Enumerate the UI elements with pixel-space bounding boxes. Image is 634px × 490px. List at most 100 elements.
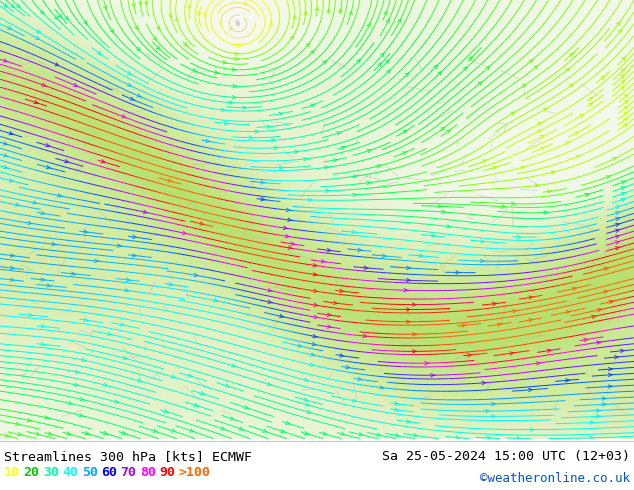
FancyArrowPatch shape <box>143 210 148 214</box>
FancyArrowPatch shape <box>316 7 319 11</box>
FancyArrowPatch shape <box>584 338 588 342</box>
FancyArrowPatch shape <box>326 189 330 193</box>
FancyArrowPatch shape <box>346 366 350 369</box>
FancyArrowPatch shape <box>624 95 628 98</box>
FancyArrowPatch shape <box>75 383 79 386</box>
FancyArrowPatch shape <box>321 260 326 263</box>
FancyArrowPatch shape <box>616 206 620 209</box>
FancyArrowPatch shape <box>544 211 548 214</box>
FancyArrowPatch shape <box>233 85 237 88</box>
FancyArrowPatch shape <box>313 273 318 276</box>
FancyArrowPatch shape <box>65 16 68 20</box>
FancyArrowPatch shape <box>349 11 353 15</box>
FancyArrowPatch shape <box>231 364 236 367</box>
FancyArrowPatch shape <box>139 1 142 5</box>
FancyArrowPatch shape <box>486 410 489 413</box>
FancyArrowPatch shape <box>123 356 127 360</box>
FancyArrowPatch shape <box>55 16 58 19</box>
FancyArrowPatch shape <box>463 67 467 71</box>
FancyArrowPatch shape <box>132 3 135 7</box>
FancyArrowPatch shape <box>130 97 135 100</box>
FancyArrowPatch shape <box>84 230 88 233</box>
FancyArrowPatch shape <box>353 399 357 402</box>
FancyArrowPatch shape <box>340 289 344 293</box>
FancyArrowPatch shape <box>601 76 605 79</box>
FancyArrowPatch shape <box>403 151 407 155</box>
FancyArrowPatch shape <box>214 299 218 302</box>
FancyArrowPatch shape <box>602 403 607 406</box>
FancyArrowPatch shape <box>268 289 273 292</box>
FancyArrowPatch shape <box>462 324 466 327</box>
FancyArrowPatch shape <box>169 283 174 286</box>
FancyArrowPatch shape <box>517 235 521 239</box>
FancyArrowPatch shape <box>512 202 515 205</box>
FancyArrowPatch shape <box>585 193 590 196</box>
FancyArrowPatch shape <box>126 278 131 281</box>
FancyArrowPatch shape <box>103 383 108 387</box>
FancyArrowPatch shape <box>493 302 497 306</box>
FancyArrowPatch shape <box>55 63 59 66</box>
FancyArrowPatch shape <box>406 320 411 323</box>
FancyArrowPatch shape <box>538 130 541 133</box>
FancyArrowPatch shape <box>486 66 489 70</box>
FancyArrowPatch shape <box>304 157 308 161</box>
FancyArrowPatch shape <box>529 296 533 299</box>
FancyArrowPatch shape <box>310 363 314 366</box>
Text: 40: 40 <box>62 466 78 479</box>
FancyArrowPatch shape <box>33 201 37 204</box>
FancyArrowPatch shape <box>394 402 399 405</box>
FancyArrowPatch shape <box>41 325 46 328</box>
FancyArrowPatch shape <box>378 63 382 67</box>
FancyArrowPatch shape <box>403 130 407 133</box>
FancyArrowPatch shape <box>469 57 472 60</box>
FancyArrowPatch shape <box>340 354 344 357</box>
FancyArrowPatch shape <box>491 402 496 406</box>
FancyArrowPatch shape <box>37 30 40 33</box>
FancyArrowPatch shape <box>249 136 253 139</box>
FancyArrowPatch shape <box>598 309 602 312</box>
FancyArrowPatch shape <box>621 193 626 196</box>
FancyArrowPatch shape <box>566 311 571 314</box>
FancyArrowPatch shape <box>535 184 540 187</box>
FancyArrowPatch shape <box>304 398 308 401</box>
FancyArrowPatch shape <box>4 3 7 7</box>
FancyArrowPatch shape <box>566 379 570 382</box>
FancyArrowPatch shape <box>438 72 441 75</box>
FancyArrowPatch shape <box>274 146 278 149</box>
FancyArrowPatch shape <box>359 433 363 436</box>
FancyArrowPatch shape <box>103 5 107 9</box>
FancyArrowPatch shape <box>352 230 356 234</box>
FancyArrowPatch shape <box>333 159 338 162</box>
FancyArrowPatch shape <box>575 132 579 135</box>
FancyArrowPatch shape <box>47 284 51 287</box>
FancyArrowPatch shape <box>16 203 20 206</box>
FancyArrowPatch shape <box>312 343 316 346</box>
FancyArrowPatch shape <box>606 176 611 179</box>
FancyArrowPatch shape <box>281 429 285 433</box>
FancyArrowPatch shape <box>617 22 620 25</box>
FancyArrowPatch shape <box>229 101 233 104</box>
FancyArrowPatch shape <box>164 409 169 413</box>
FancyArrowPatch shape <box>441 127 444 131</box>
FancyArrowPatch shape <box>46 166 51 169</box>
FancyArrowPatch shape <box>279 112 283 116</box>
FancyArrowPatch shape <box>624 118 627 122</box>
Text: 10: 10 <box>4 466 20 479</box>
FancyArrowPatch shape <box>618 29 621 33</box>
FancyArrowPatch shape <box>624 112 628 116</box>
FancyArrowPatch shape <box>597 415 600 418</box>
FancyArrowPatch shape <box>589 97 593 100</box>
FancyArrowPatch shape <box>243 106 247 109</box>
FancyArrowPatch shape <box>298 344 302 347</box>
FancyArrowPatch shape <box>295 150 299 153</box>
FancyArrowPatch shape <box>81 358 86 362</box>
FancyArrowPatch shape <box>168 179 172 182</box>
FancyArrowPatch shape <box>621 181 626 184</box>
FancyArrowPatch shape <box>215 71 219 74</box>
FancyArrowPatch shape <box>482 160 488 163</box>
FancyArrowPatch shape <box>616 218 620 220</box>
FancyArrowPatch shape <box>486 436 491 440</box>
FancyArrowPatch shape <box>36 432 41 436</box>
FancyArrowPatch shape <box>110 29 113 32</box>
FancyArrowPatch shape <box>367 149 372 152</box>
